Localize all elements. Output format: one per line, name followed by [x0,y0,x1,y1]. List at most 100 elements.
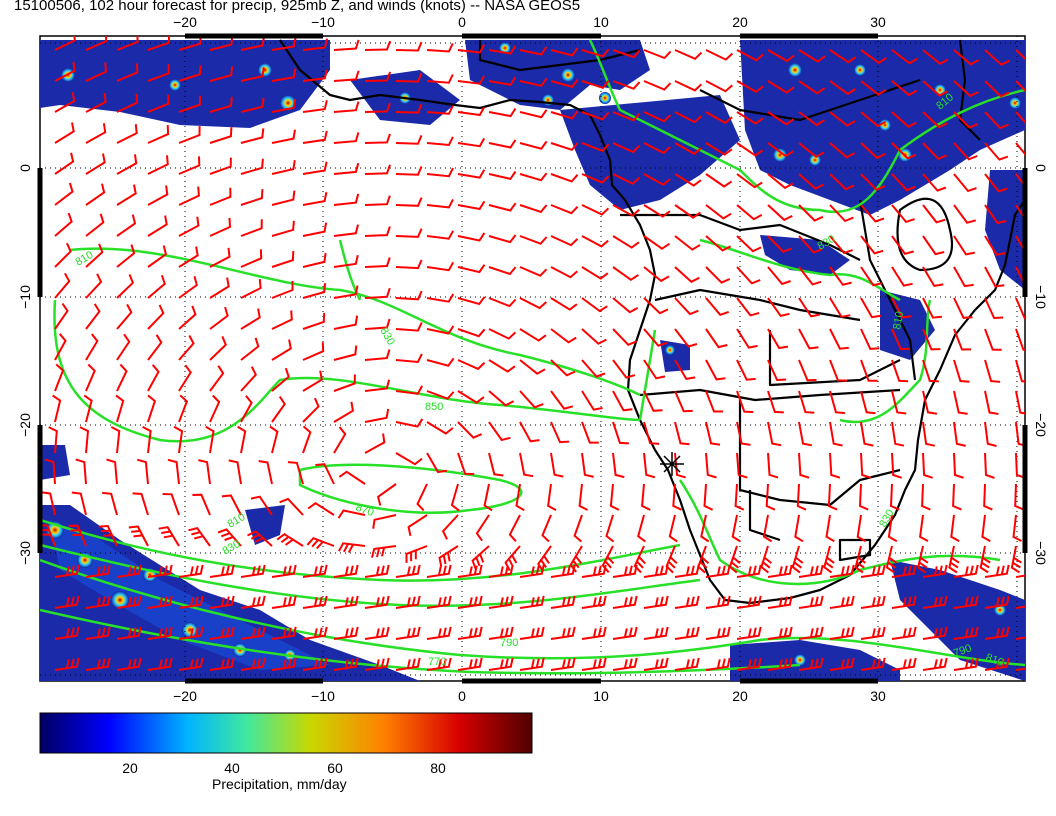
wind-barb-icon [488,234,517,244]
wind-barb-icon [209,657,235,671]
wind-barb-icon [519,564,545,578]
wind-barb-icon [302,69,328,82]
lat-labels-right: 0 −10 −20 −30 [1033,164,1049,565]
wind-barb-icon [395,197,423,207]
wind-barb-icon [364,164,391,175]
wind-barb-icon [457,452,475,476]
wind-barb-icon [457,232,486,242]
wind-barb-icon [1010,545,1022,574]
wind-barb-icon [271,564,297,578]
wind-barb-icon [457,296,486,306]
wind-barb-icon [891,657,917,671]
wind-barb-icon [116,184,137,206]
wind-barb-icon [173,425,184,454]
wind-barb-icon [953,49,980,66]
wind-barb-icon [519,297,547,310]
wind-barb-icon [315,463,335,485]
wind-barb-icon [798,421,812,447]
wind-barb-icon [395,353,423,364]
wind-barb-icon [426,42,454,53]
wind-barb-icon [142,426,152,454]
wind-barb-icon [633,545,646,574]
wind-barb-icon [767,142,794,158]
wind-barb-icon [922,657,948,671]
wind-barb-icon [674,421,690,446]
wind-barb-icon [338,542,366,553]
wind-barb-icon [333,193,360,206]
wind-barb-icon [891,111,917,128]
wind-barb-icon [209,277,230,299]
wind-barb-icon [85,273,103,299]
wind-barb-icon [705,390,723,413]
wind-barb-icon [581,48,610,58]
wind-barb-icon [209,36,234,51]
wind-barb-icon [457,328,486,338]
wind-barb-icon [426,230,454,240]
wind-barb-icon [279,497,304,516]
wind-barb-icon [734,483,745,511]
wind-barb-icon [612,564,638,578]
wind-barb-icon [240,595,266,609]
wind-barb-icon [333,374,356,392]
wind-barb-icon [302,595,328,609]
wind-barb-icon [338,470,366,485]
wind-barb-icon [515,483,525,512]
wind-barb-icon [364,318,391,330]
wind-barb-icon [333,254,359,268]
wind-barb-icon [736,204,763,221]
wind-barb-icon [1015,359,1025,383]
wind-barb-icon [736,328,758,349]
wind-barb-icon [922,173,947,192]
wind-barb-icon [116,657,142,671]
wind-barb-icon [953,204,977,224]
wind-barb-icon [703,483,714,511]
wind-barb-icon [674,657,700,671]
wind-barb-icon [612,111,641,122]
wind-barb-icon [674,173,702,187]
wind-barb-icon [1015,667,1025,671]
wind-barb-icon [1015,49,1025,60]
wind-barb-icon [953,111,979,129]
wind-barb-icon [550,47,579,57]
contour-label: 790 [952,642,973,660]
wind-barb-icon [271,37,297,51]
lat-tick-label: −30 [17,541,33,565]
wind-barb-icon [41,491,56,516]
wind-barb-icon [922,390,938,415]
wind-barb-icon [457,106,486,117]
wind-barb-icon [364,195,391,206]
wind-barb-icon [953,421,966,447]
wind-barb-icon [767,564,793,578]
wind-barb-icon [1014,483,1024,511]
wind-barb-icon [612,142,641,154]
wind-barb-icon [519,204,548,214]
wind-barb-icon [209,217,232,237]
wind-barb-icon [953,142,978,161]
lat-tick-label: −20 [1033,413,1049,437]
wind-barb-icon [471,545,490,570]
wind-barb-icon [984,595,1010,609]
wind-barb-icon [854,545,866,574]
wind-barb-icon [953,235,976,256]
wind-barb-icon [736,421,751,446]
wind-barb-icon [798,173,824,190]
wind-barb-icon [364,595,390,609]
wind-barb-icon [581,328,607,345]
wind-barb-icon [178,216,200,237]
wind-barb-icon [550,173,579,183]
wind-barb-icon [271,129,296,144]
wind-barb-icon [643,142,671,155]
wind-barb-icon [581,235,609,248]
wind-barb-icon [271,220,295,237]
wind-barb-icon [240,626,266,640]
wind-barb-icon [271,626,297,640]
wind-barb-icon [891,328,910,351]
wind-barb-icon [488,170,517,181]
wind-barb-icon [240,97,265,113]
wind-barb-icon [767,49,795,63]
wind-barb-icon [488,45,517,55]
wind-barb-icon [287,461,304,485]
lon-tick-label: 20 [732,14,748,30]
wind-barb-icon [364,408,390,423]
wind-barb-icon [416,483,428,512]
